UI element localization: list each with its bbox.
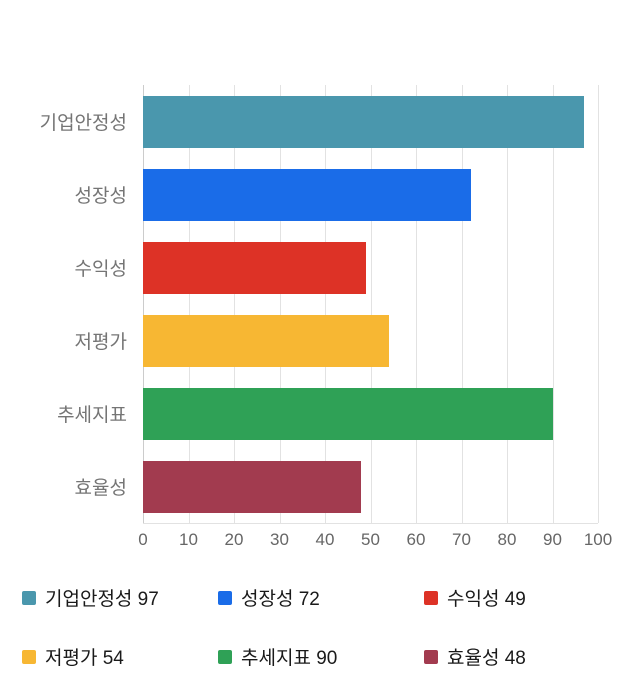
legend-label: 저평가 54 — [45, 648, 124, 669]
bar-row — [143, 377, 598, 450]
x-tick-label: 70 — [452, 530, 471, 549]
legend-swatch — [424, 590, 438, 605]
legend-label: 기업안정성 97 — [45, 589, 159, 610]
gridline — [598, 85, 599, 523]
x-axis: 0 10 20 30 40 50 60 70 80 90 100 — [138, 524, 612, 556]
category-label: 수익성 — [74, 259, 127, 280]
gridline — [188, 85, 190, 523]
x-tick-label: 60 — [406, 530, 426, 549]
x-tick-label: 20 — [224, 530, 244, 549]
bar-row — [143, 450, 598, 523]
legend-swatch — [22, 590, 36, 605]
gridline — [416, 85, 417, 523]
legend-swatch — [22, 649, 36, 664]
legend-item[interactable]: 수익성 49 — [424, 584, 622, 611]
category-label: 효율성 — [74, 478, 127, 499]
bar-1 — [143, 95, 585, 148]
category-label: 기업안정성 — [39, 113, 127, 134]
legend-item[interactable]: 성장성 72 — [218, 584, 424, 611]
category-label: 추세지표 — [57, 405, 127, 426]
legend-swatch — [218, 649, 232, 664]
bar-3 — [143, 241, 366, 294]
bar-5 — [143, 387, 553, 440]
legend-item[interactable]: 효율성 48 — [424, 643, 622, 670]
x-tick-label: 100 — [583, 530, 613, 549]
category-label: 성장성 — [74, 186, 127, 207]
legend-swatch — [424, 649, 438, 664]
gridline — [279, 85, 281, 523]
legend-item[interactable]: 추세지표 90 — [218, 643, 424, 670]
legend-swatch — [218, 590, 232, 605]
x-tick-label: 40 — [315, 530, 335, 549]
bar-rows — [143, 85, 598, 523]
bar-6 — [143, 460, 362, 513]
legend-label: 효율성 48 — [447, 648, 526, 669]
legend: 기업안정성 97 성장성 72 수익성 49 저평가 54 추세지표 90 효율성 48 — [22, 584, 622, 670]
legend-item[interactable]: 저평가 54 — [22, 643, 218, 670]
bar-2 — [143, 168, 471, 221]
legend-label: 추세지표 90 — [241, 648, 338, 669]
legend-item[interactable]: 기업안정성 97 — [22, 584, 218, 611]
bar-row — [143, 158, 598, 231]
gridlines — [143, 85, 599, 523]
gridline — [461, 85, 463, 523]
gridline — [370, 85, 372, 523]
x-tick-label: 10 — [179, 530, 198, 549]
plot-area — [143, 85, 599, 524]
x-tick-label: 80 — [497, 530, 517, 549]
gridline — [234, 85, 235, 523]
bar-row — [143, 85, 598, 158]
gridline — [325, 85, 326, 523]
legend-label: 성장성 72 — [241, 589, 320, 610]
x-tick-label: 0 — [138, 530, 148, 549]
category-label: 저평가 — [74, 332, 127, 353]
bar-4 — [143, 314, 389, 367]
bar-row — [143, 231, 598, 304]
legend-label: 수익성 49 — [447, 589, 526, 610]
gridline — [552, 85, 554, 523]
gridline — [143, 85, 144, 523]
x-tick-label: 50 — [361, 530, 380, 549]
gridline — [507, 85, 508, 523]
bar-row — [143, 304, 598, 377]
x-tick-label: 30 — [270, 530, 289, 549]
x-tick-label: 90 — [543, 530, 562, 549]
